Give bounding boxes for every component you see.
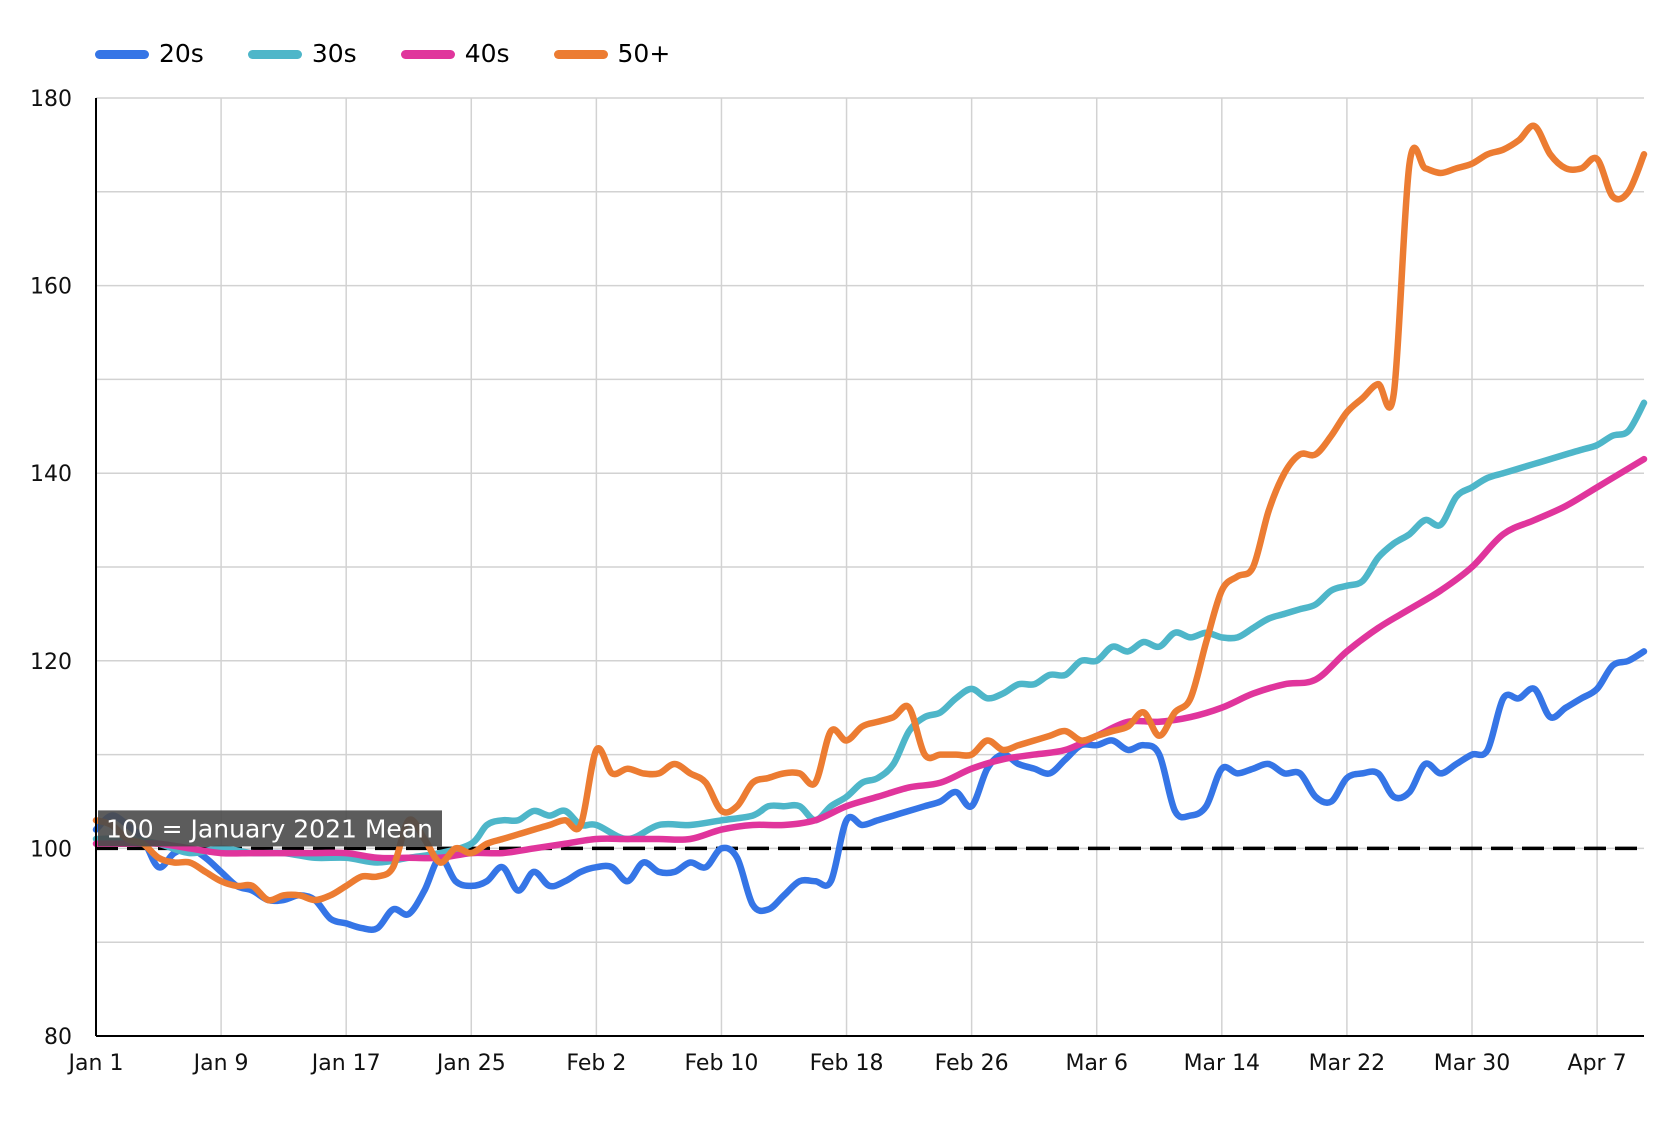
legend-item-40s[interactable]: 40s <box>400 39 510 69</box>
y-tick-label-180: 180 <box>30 87 72 112</box>
legend-label-40s: 40s <box>464 39 510 68</box>
legend-label-30s: 30s <box>311 39 357 68</box>
reference-label-box <box>98 810 442 847</box>
series-line-20s <box>92 648 1648 933</box>
y-tick-label-100: 100 <box>30 837 72 862</box>
y-tick-label-80: 80 <box>44 1025 72 1050</box>
legend-swatch-40s <box>400 49 455 59</box>
series-line-50 <box>92 122 1648 904</box>
legend-label-20s: 20s <box>159 39 204 68</box>
series-line-40s <box>92 455 1648 862</box>
grid-lines <box>96 97 1644 1036</box>
x-tick-label-jan-25: Jan 25 <box>435 1051 506 1076</box>
legend-label-50: 50+ <box>617 39 671 68</box>
x-tick-label-apr-7: Apr 7 <box>1568 1051 1627 1076</box>
legend-item-30s[interactable]: 30s <box>247 39 357 69</box>
series-lines <box>92 122 1648 933</box>
x-tick-label-feb-10: Feb 10 <box>684 1051 758 1076</box>
x-tick-label-feb-26: Feb 26 <box>935 1051 1009 1076</box>
y-tick-label-120: 120 <box>30 650 72 675</box>
x-tick-label-jan-9: Jan 9 <box>192 1051 249 1076</box>
x-tick-label-mar-6: Mar 6 <box>1065 1051 1128 1076</box>
x-tick-label-mar-30: Mar 30 <box>1434 1051 1511 1076</box>
x-tick-label-feb-18: Feb 18 <box>810 1051 884 1076</box>
x-tick-label-mar-22: Mar 22 <box>1309 1051 1386 1076</box>
y-tick-label-160: 160 <box>30 275 72 300</box>
axes: 80 100 120 140 160 180 Jan 1 Jan 9 Jan 17 Jan 25 F… <box>30 87 1644 1076</box>
reference-annotation: 100 = January 2021 Mean <box>98 810 442 847</box>
legend-swatch-30s <box>247 49 302 59</box>
series-line-30s <box>92 399 1648 866</box>
legend-item-50[interactable]: 50+ <box>553 39 671 69</box>
x-tick-label-jan-17: Jan 17 <box>310 1051 381 1076</box>
legend-item-20s[interactable]: 20s <box>95 39 204 69</box>
x-tick-label-mar-14: Mar 14 <box>1184 1051 1261 1076</box>
reference-label-text: 100 = January 2021 Mean <box>106 814 433 843</box>
legend-swatch-20s <box>95 49 149 59</box>
legend-swatch-50 <box>553 49 608 59</box>
y-tick-label-140: 140 <box>30 462 72 487</box>
x-tick-label-jan-1: Jan 1 <box>67 1051 124 1076</box>
legend: 20s 30s 40s 50+ <box>95 34 714 74</box>
x-tick-label-feb-2: Feb 2 <box>566 1051 626 1076</box>
